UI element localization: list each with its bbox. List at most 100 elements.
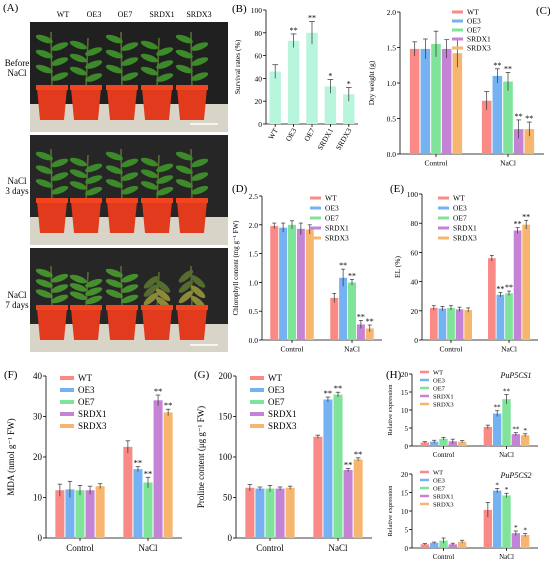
bar-oe7 [439,540,448,548]
significance-mark: ** [494,404,502,412]
plant-leaf [156,60,174,69]
plant-leaf [69,283,87,292]
legend-label: SRDX3 [433,401,454,408]
significance-mark: ** [164,400,173,410]
x-tick-label: SRDX3 [334,126,354,151]
bar-srdx1 [513,129,524,154]
y-tick-label: 60 [411,248,419,257]
bar-srdx3 [524,129,535,154]
legend-label: SRDX3 [433,501,454,508]
plant-pot [71,308,101,340]
plant-leaf [121,172,139,181]
bar-srdx3 [520,535,530,548]
chart-title: PuP5CS2 [499,471,531,480]
plant-leaf [69,274,87,284]
plant-leaf [105,64,123,74]
y-tick-label: 0 [405,545,409,553]
bar-srdx1 [356,324,365,340]
plant-leaf [156,163,174,173]
significance-mark: ** [493,61,501,70]
significance-mark: ** [515,112,523,121]
bar-srdx3 [353,459,363,538]
y-tick-label: 40 [33,371,43,381]
plant-pot [142,88,172,120]
significance-mark: ** [357,312,365,321]
y-axis-title: MDA (nmol g⁻¹ FW) [6,418,16,495]
y-tick-label: 5 [405,527,409,535]
plant-leaf [85,163,103,173]
plant-leaf [156,73,174,82]
plant-leaf [175,49,193,59]
significance-mark: ** [308,13,316,22]
plant-leaf [35,49,53,59]
plant-pot-rim [70,198,102,203]
plant-leaf [121,273,139,283]
plant-photo-before [30,22,228,132]
bar-oe7 [502,495,511,548]
y-tick-label: 200 [219,371,233,381]
bar-srdx1 [275,488,285,538]
plant-leaf [155,280,171,293]
genotype-header: WT OE3 OE7 SRDX1 SRDX3 [53,8,233,20]
bar-oe3 [279,227,288,340]
plant-pot-rim [36,305,68,310]
bar-srdx3 [457,541,467,548]
bar-oe3 [133,469,143,538]
plant-pot [107,201,137,233]
plant-pot [142,201,172,233]
plant-pot-rim [106,198,138,203]
legend-label: WT [78,373,92,383]
x-tick-label: Control [256,543,284,553]
chart-title: PuP5CS1 [499,371,531,380]
bar-oe3 [492,75,503,154]
significance-mark: ** [348,272,356,281]
plant-leaf [121,57,139,66]
bar-srdx1 [448,441,458,446]
plant-stem [50,265,53,311]
bar-srdx3 [457,441,467,446]
y-tick-label: 20 [33,452,43,462]
plant-leaf [175,34,193,44]
significance-mark: * [495,481,499,489]
plant-photo-3days [30,135,228,245]
y-tick-label: 60 [255,52,263,61]
y-tick-label: 2.0 [387,8,397,17]
bar-srdx1 [448,544,458,548]
plant-leaf [190,285,206,299]
plant-leaf [175,179,193,188]
y-axis-title: Proline content (μg g⁻¹ FW) [196,406,206,508]
x-tick-label: NaCl [329,543,348,553]
plant-leaf [51,42,69,51]
plant-pot [37,308,67,340]
panel-label: (E) [390,183,404,195]
plant-leaf [85,73,103,82]
bar-srdx1 [324,86,337,124]
bar-wt [483,426,493,446]
y-tick-label: 15 [401,389,409,397]
bar-srdx1 [511,434,521,446]
legend-label: WT [325,194,337,203]
genotype-label-srdx1: SRDX1 [149,10,175,19]
y-tick-label: 10 [401,407,409,415]
bar-wt [420,442,430,446]
panel-label: (F) [4,369,18,381]
y-tick-label: 1.0 [387,79,397,88]
bar-oe7 [306,32,318,124]
plant-leaf [51,57,69,66]
bar-wt [420,544,430,548]
row-label-7days: NaCl 7 days [5,290,29,310]
y-axis-title: Relative expression [387,485,394,537]
chart-proline: (G) 0 50 100 150 200 Proline content (μg g⁻¹ F… [194,369,372,553]
bar-oe7 [505,293,513,340]
bar-oe3 [65,489,75,538]
plant-leaf [178,290,194,304]
bar-wt [55,490,65,538]
plant-leaf [85,175,103,184]
chart-chlorophyll: (D) 0.0 0.5 1.0 1.5 2.0 2.5 Chlorophyll content… [232,183,382,354]
y-tick-label: 0.0 [387,150,397,159]
legend-label: WT [453,194,465,203]
significance-mark: * [347,80,351,89]
legend-label: SRDX3 [453,234,477,243]
plant-leaf [156,175,174,184]
